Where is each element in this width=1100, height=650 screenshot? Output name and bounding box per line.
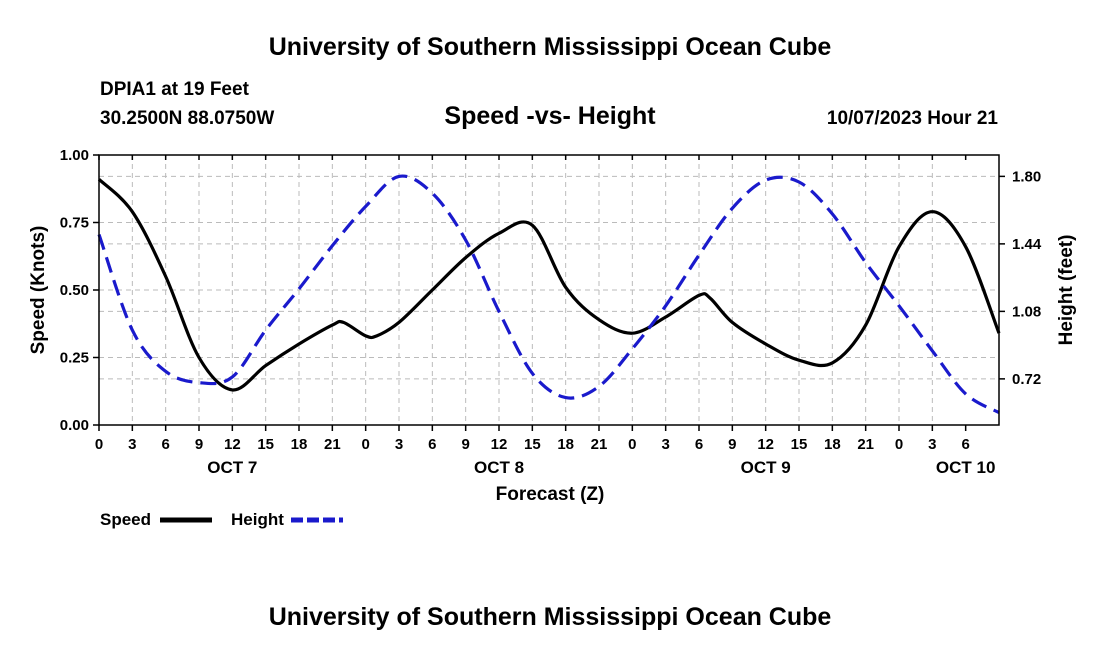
plot-title: Speed -vs- Height	[444, 102, 656, 130]
y2-tick-label: 1.80	[1012, 168, 1041, 185]
x-tick-label: 0	[895, 436, 903, 453]
axes: 0 3 6 9 12 15 18 21 0 3 6 9 12 15 18 21 0 3 6 9 12 15 18 21 0 3 6 O…	[60, 147, 1042, 477]
y2-tick-label: 1.08	[1012, 303, 1041, 320]
footer-title: University of Southern Mississippi Ocean…	[269, 603, 832, 631]
x-tick-label: 3	[928, 436, 936, 453]
x-day-label: OCT 8	[474, 458, 524, 477]
x-tick-label: 3	[661, 436, 669, 453]
y-tick-label: 1.00	[60, 147, 89, 164]
x-axis-title: Forecast (Z)	[496, 484, 605, 505]
x-tick-label: 0	[361, 436, 369, 453]
forecast-date: 10/07/2023 Hour 21	[827, 108, 999, 129]
x-tick-label: 15	[524, 436, 541, 453]
x-tick-label: 21	[324, 436, 341, 453]
y-tick-label: 0.00	[60, 417, 89, 434]
y2-axis-title: Height (feet)	[1056, 235, 1077, 346]
series-lines	[97, 174, 1001, 415]
x-tick-label: 12	[224, 436, 241, 453]
x-tick-label: 9	[461, 436, 469, 453]
x-tick-label: 9	[195, 436, 203, 453]
grid-lines	[99, 155, 999, 425]
x-tick-label: 6	[428, 436, 436, 453]
series-line-height	[97, 174, 1000, 415]
x-tick-label: 6	[961, 436, 969, 453]
x-tick-label: 6	[695, 436, 703, 453]
x-tick-label: 21	[591, 436, 608, 453]
x-tick-label: 0	[628, 436, 636, 453]
x-day-label: OCT 7	[207, 458, 257, 477]
x-tick-label: 15	[791, 436, 808, 453]
legend-speed-label: Speed	[100, 510, 151, 529]
x-tick-label: 6	[161, 436, 169, 453]
x-tick-label: 15	[257, 436, 274, 453]
x-tick-label: 18	[824, 436, 841, 453]
x-tick-label: 18	[291, 436, 308, 453]
y2-tick-label: 1.44	[1012, 236, 1042, 253]
x-tick-label: 3	[128, 436, 136, 453]
y-tick-label: 0.75	[60, 215, 89, 232]
series-line-speed	[97, 178, 1001, 392]
x-day-label: OCT 9	[741, 458, 791, 477]
x-day-label: OCT 10	[936, 458, 996, 477]
page-title: University of Southern Mississippi Ocean…	[269, 33, 832, 61]
y2-tick-label: 0.72	[1012, 371, 1041, 388]
station-coords: 30.2500N 88.0750W	[100, 108, 274, 129]
x-tick-label: 9	[728, 436, 736, 453]
y-axis-title: Speed (Knots)	[28, 226, 49, 355]
x-tick-label: 12	[757, 436, 774, 453]
station-label: DPIA1 at 19 Feet	[100, 79, 250, 100]
legend-height-label: Height	[231, 510, 284, 529]
x-tick-label: 3	[395, 436, 403, 453]
y-tick-label: 0.25	[60, 350, 89, 367]
x-tick-label: 18	[557, 436, 574, 453]
legend: Speed Height	[100, 510, 343, 529]
x-tick-label: 21	[857, 436, 874, 453]
x-tick-label: 12	[491, 436, 508, 453]
x-tick-label: 0	[95, 436, 103, 453]
y-tick-label: 0.50	[60, 282, 89, 299]
